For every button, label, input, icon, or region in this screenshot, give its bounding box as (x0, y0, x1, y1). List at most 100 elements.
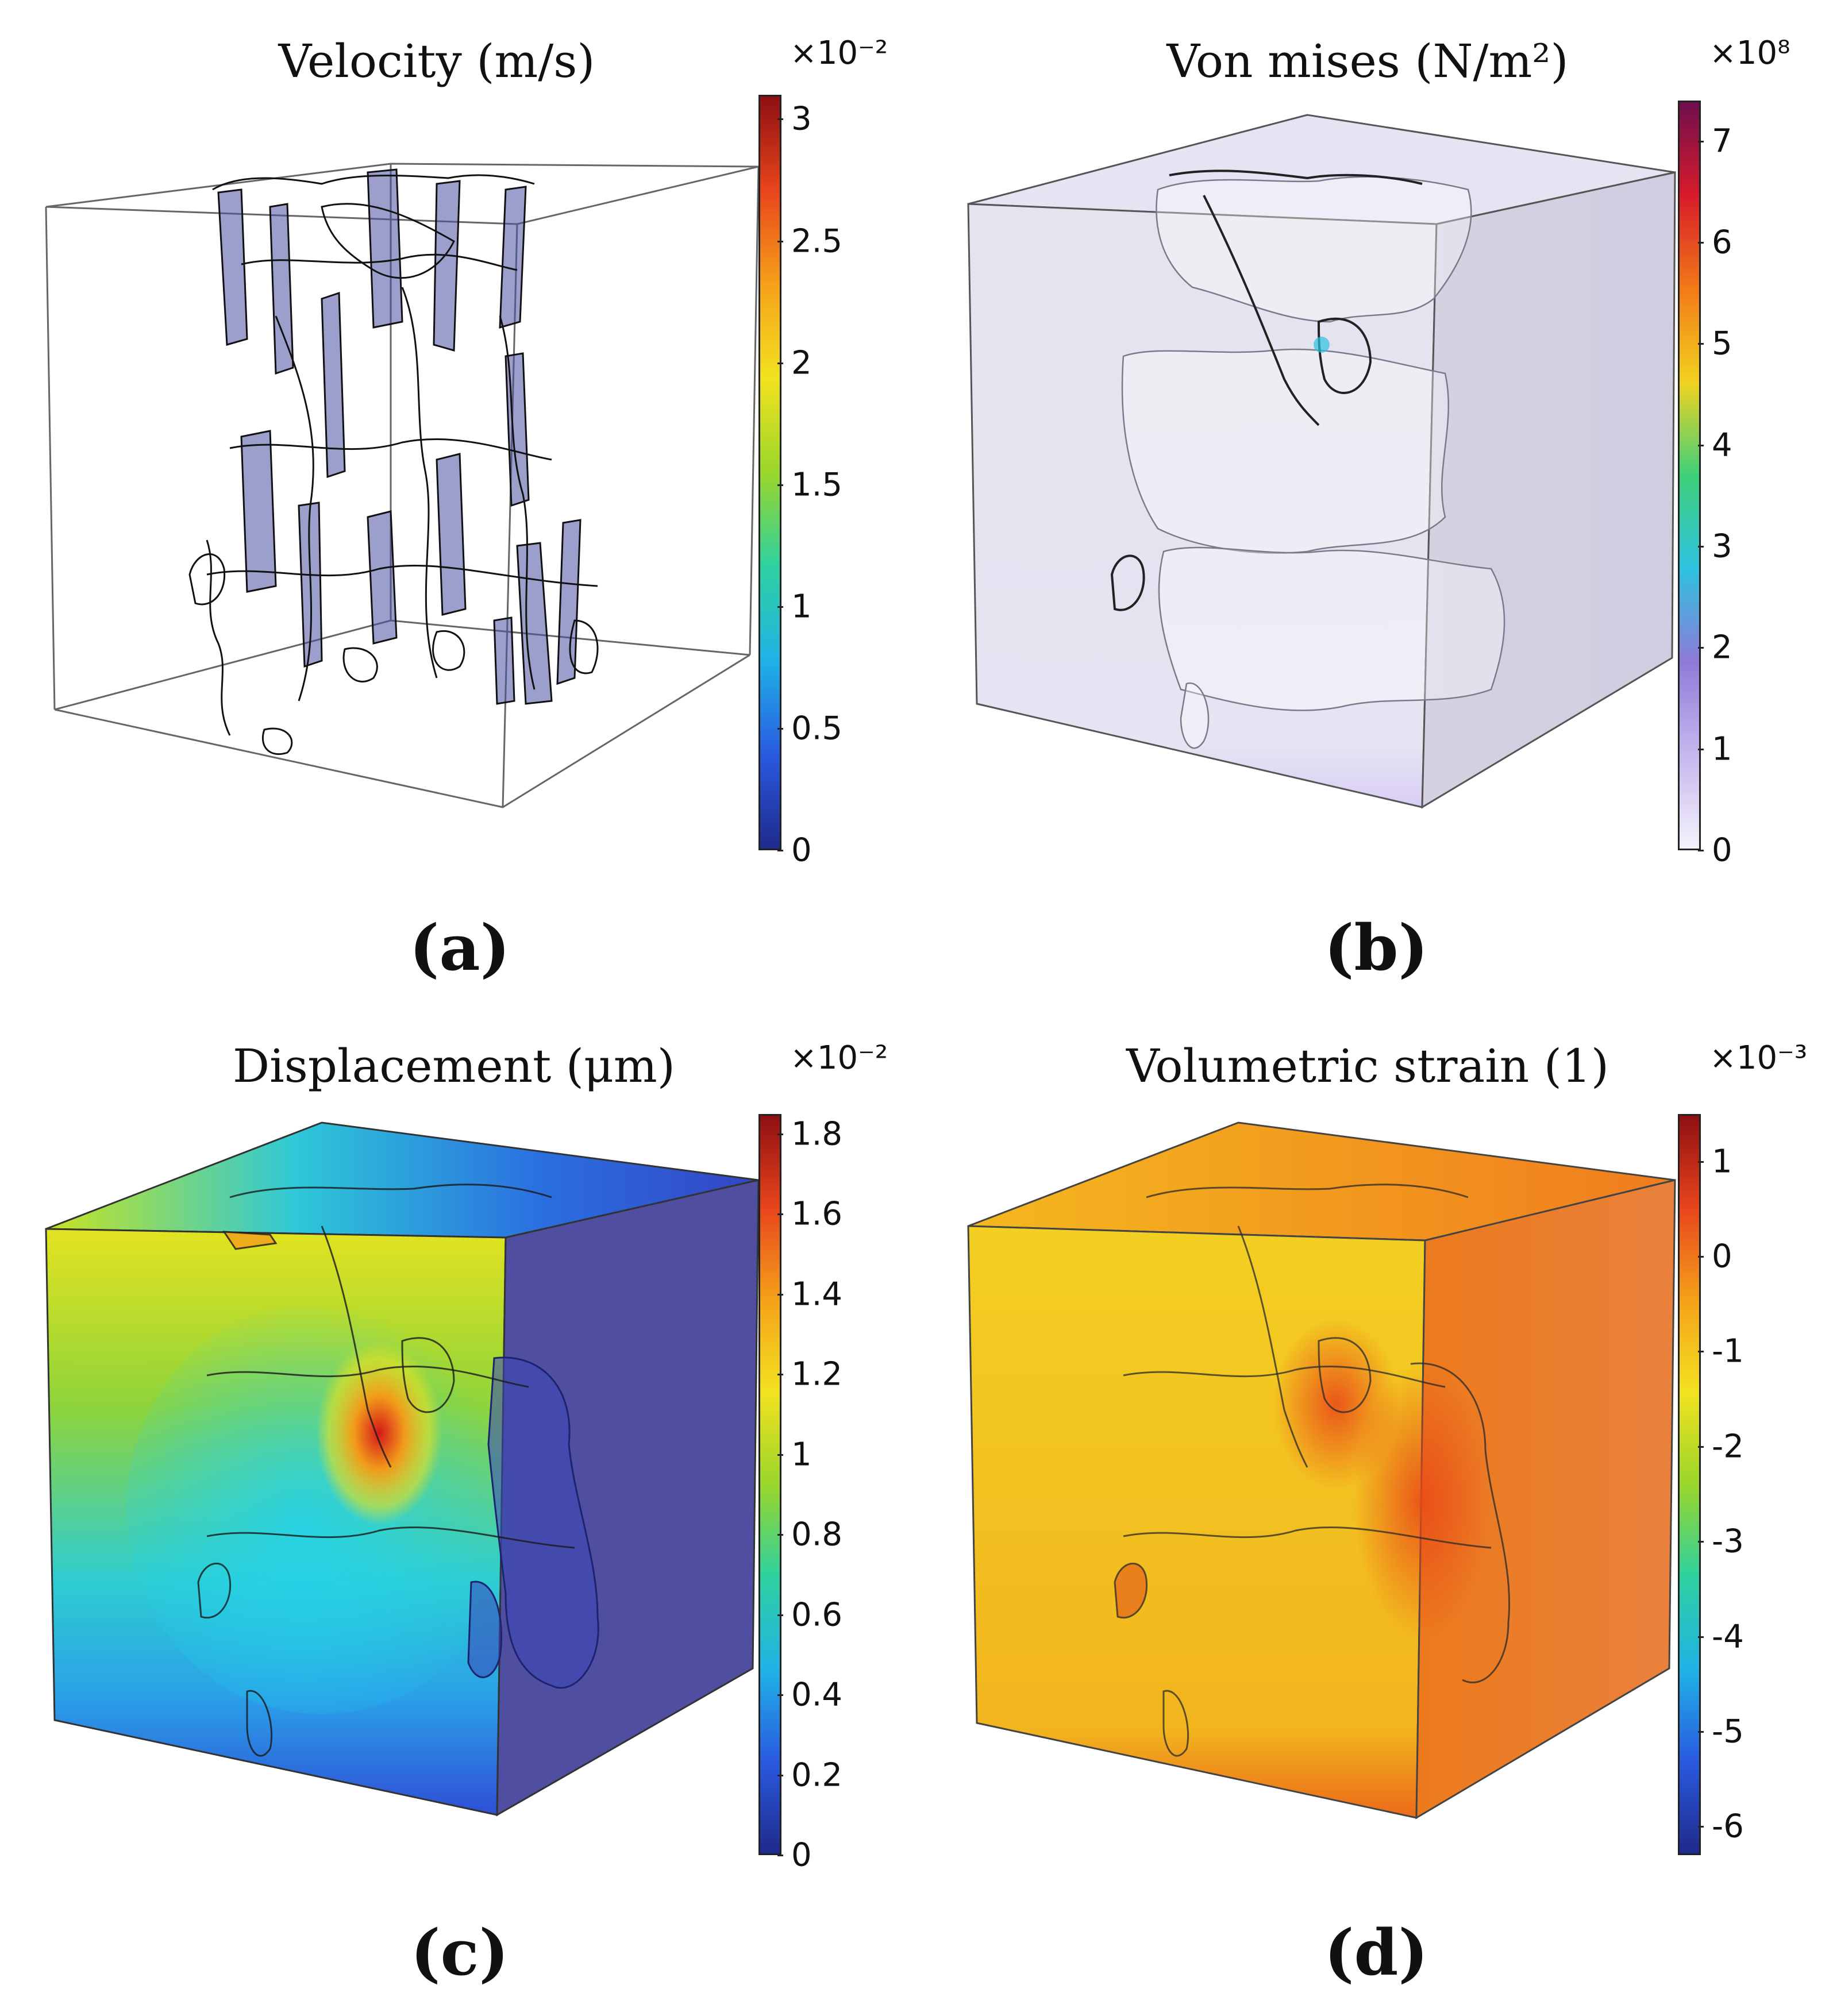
colorbar-tick-mark (777, 850, 783, 851)
colorbar-tick-mark (777, 1293, 783, 1296)
colorbar-tick-label: 0 (791, 1836, 812, 1874)
panel-b-highlight-lines (1110, 169, 1423, 611)
panel-b-scale-factor: ×10⁸ (1709, 34, 1790, 72)
colorbar-tick-mark (777, 240, 783, 242)
colorbar-tick-mark (777, 1694, 783, 1697)
colorbar-tick-label: 1 (1712, 1143, 1732, 1181)
colorbar-tick-mark (777, 1133, 783, 1135)
colorbar-tick-mark (1698, 647, 1704, 649)
colorbar-tick-mark (777, 1855, 783, 1856)
colorbar-tick-mark (777, 1213, 783, 1216)
panel-c: Displacement (μm) (0, 1008, 916, 2015)
colorbar-tick-mark (1698, 1826, 1704, 1828)
colorbar-tick-label: 1.5 (791, 466, 843, 504)
colorbar-tick-mark (777, 118, 783, 121)
colorbar-tick-label: 1 (791, 1436, 812, 1474)
colorbar-tick-mark (1698, 140, 1704, 142)
colorbar-tick-mark (777, 606, 783, 608)
colorbar-tick-mark (1698, 850, 1704, 851)
colorbar-tick-mark (777, 1534, 783, 1536)
colorbar-tick-mark (1698, 1351, 1704, 1353)
colorbar-tick-label: 1.6 (791, 1195, 843, 1233)
panel-b-stress-hotspot (1314, 337, 1330, 353)
panel-d-title: Volumetric strain (1) (1126, 1039, 1609, 1093)
colorbar-tick-mark (1698, 1161, 1704, 1163)
colorbar-tick-label: -3 (1712, 1522, 1744, 1560)
panel-c-cyan-field (126, 1301, 517, 1714)
colorbar-tick-label: 0.2 (791, 1756, 843, 1794)
colorbar-tick-label: 0 (791, 831, 812, 869)
panel-c-plot (45, 1121, 760, 1817)
panel-a-wireframe-lines (188, 174, 599, 755)
colorbar-tick-mark (1698, 1256, 1704, 1258)
panel-b-label: (b) (1324, 911, 1428, 985)
panel-a-scale-factor: ×10⁻² (790, 34, 888, 72)
colorbar-tick-label: 7 (1712, 122, 1732, 160)
colorbar-tick-mark (777, 1454, 783, 1456)
panel-a-box (45, 163, 760, 808)
colorbar-tick-label: -2 (1712, 1428, 1744, 1466)
colorbar-tick-label: -1 (1712, 1332, 1744, 1370)
panel-b-pore-network (1121, 176, 1505, 749)
colorbar-tick-mark (1698, 1541, 1704, 1543)
colorbar-tick-mark (777, 484, 783, 486)
colorbar-tick-label: 1 (791, 588, 812, 626)
colorbar-tick-label: 0.4 (791, 1676, 843, 1714)
colorbar-tick-mark (1698, 545, 1704, 548)
panel-c-pore-network (467, 1356, 599, 1689)
colorbar-tick-mark (777, 1374, 783, 1376)
colorbar-tick-label: 0.6 (791, 1596, 843, 1634)
colorbar-tick-label: 4 (1712, 426, 1732, 464)
colorbar-tick-mark (1698, 748, 1704, 750)
colorbar-tick-label: 0.5 (791, 710, 843, 747)
colorbar-tick-label: 5 (1712, 325, 1732, 363)
panel-d-plot (967, 1121, 1676, 1820)
colorbar-tick-label: 2 (1712, 629, 1732, 666)
colorbar-tick-mark (777, 362, 783, 364)
colorbar-tick-mark (1698, 1445, 1704, 1448)
colorbar-tick-label: 3 (1712, 527, 1732, 565)
colorbar-tick-mark (777, 1774, 783, 1776)
panel-c-colorbar (758, 1114, 781, 1855)
colorbar-tick-mark (1698, 444, 1704, 446)
panel-c-title: Displacement (μm) (233, 1039, 675, 1093)
panel-d-structure-lines (1114, 1184, 1511, 1757)
colorbar-tick-label: -5 (1712, 1713, 1744, 1751)
colorbar-tick-mark (1698, 1731, 1704, 1733)
colorbar-tick-label: 1.8 (791, 1115, 843, 1153)
panel-d-colorbar (1678, 1114, 1701, 1855)
panel-d-cube (967, 1121, 1676, 1820)
colorbar-tick-label: 0.8 (791, 1516, 843, 1554)
colorbar-tick-label: 2.5 (791, 222, 843, 260)
panel-a-label: (a) (409, 911, 510, 985)
colorbar-tick-mark (1698, 241, 1704, 244)
colorbar-tick-mark (1698, 1636, 1704, 1638)
colorbar-tick-mark (1698, 343, 1704, 345)
panel-c-structure-lines (197, 1184, 575, 1757)
panel-c-scale-factor: ×10⁻² (790, 1039, 888, 1077)
panel-d: Volumetric strain (1) (916, 1008, 1833, 2015)
colorbar-tick-label: 2 (791, 344, 812, 382)
colorbar-tick-label: 3 (791, 100, 812, 138)
colorbar-tick-label: 0 (1712, 831, 1732, 869)
panel-d-scale-factor: ×10⁻³ (1709, 1039, 1808, 1077)
panel-b-colorbar (1678, 101, 1701, 850)
panel-d-label: (d) (1324, 1915, 1428, 1990)
panel-a-plot (45, 163, 760, 808)
panel-b-title: Von mises (N/m²) (1166, 34, 1569, 88)
colorbar-tick-label: -6 (1712, 1807, 1744, 1845)
colorbar-tick-label: 1.4 (791, 1275, 843, 1313)
panel-a: Velocity (m/s) (0, 0, 916, 1008)
panel-b-plot (967, 114, 1676, 809)
panel-c-label: (c) (410, 1915, 509, 1990)
colorbar-tick-label: -4 (1712, 1618, 1744, 1656)
colorbar-tick-label: 1 (1712, 730, 1732, 768)
colorbar-tick-label: 1.2 (791, 1355, 843, 1393)
colorbar-tick-mark (777, 1614, 783, 1616)
panel-b: Von mises (N/m²) (916, 0, 1833, 1008)
colorbar-tick-mark (777, 727, 783, 730)
colorbar-tick-label: 0 (1712, 1238, 1732, 1275)
colorbar-tick-label: 6 (1712, 223, 1732, 261)
panel-a-colorbar (758, 95, 781, 850)
panel-a-title: Velocity (m/s) (278, 34, 595, 88)
